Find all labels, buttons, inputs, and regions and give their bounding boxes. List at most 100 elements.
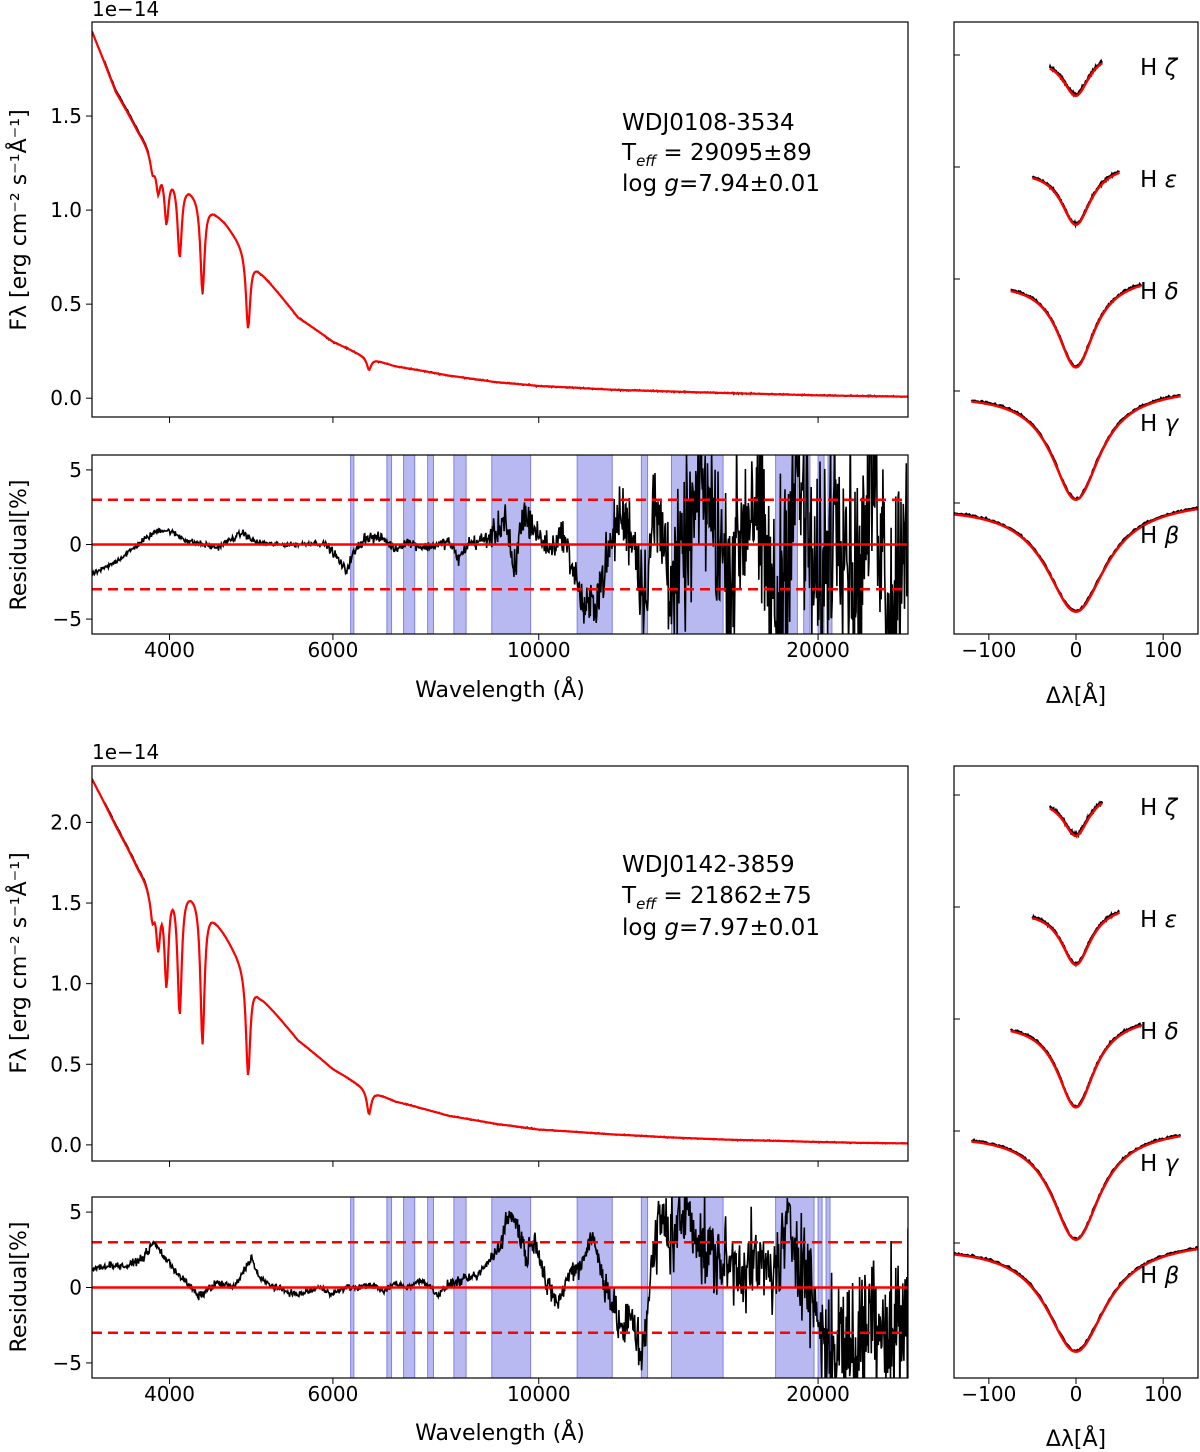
balmer-line-label: H β — [1140, 523, 1179, 549]
residual-ylabel: Residual[%] — [7, 480, 32, 611]
logg-g: g — [664, 915, 679, 941]
balmer-line-h: H — [1140, 55, 1165, 81]
residual-xtick-label: 20000 — [786, 638, 850, 662]
star-name: WDJ0142-3859 — [622, 852, 795, 878]
balmer-line-greek: γ — [1165, 1151, 1180, 1177]
residual-ytick-label: −5 — [53, 1351, 82, 1375]
flux-ylabel: Fλ [erg cm⁻² s⁻¹Å⁻¹] — [5, 852, 32, 1073]
residual-xtick-label: 4000 — [144, 638, 195, 662]
residual-ytick-label: 5 — [69, 1200, 82, 1224]
residual-xtick-label: 4000 — [144, 1382, 195, 1406]
balmer-model-profile — [1049, 802, 1103, 837]
teff-symbol: T — [621, 883, 637, 909]
residual-panel-5: −5 0 5 4000 6000 10000 20000 Wavelength (Å) Resi… — [7, 1196, 909, 1446]
balmer-line-h: H — [1140, 795, 1165, 821]
balmer-model-profile — [971, 1135, 1181, 1242]
balmer-xtick-label: −100 — [961, 638, 1016, 662]
residual-xtick-label: 6000 — [307, 1382, 358, 1406]
residual-panel-2: −5 0 5 4000 6000 10000 20000 Wavelength (Å) Resi… — [7, 454, 909, 703]
balmer-observed-profile — [971, 1133, 1182, 1241]
residual-curve — [92, 1197, 908, 1378]
flux-ytick-label: 1.0 — [50, 972, 82, 996]
teff-symbol: T — [621, 140, 637, 166]
balmer-line-h: H — [1140, 1151, 1165, 1177]
flux-ytick-label: 1.5 — [50, 891, 82, 915]
teff-value: = 21862±75 — [656, 883, 812, 909]
residual-ylabel: Residual[%] — [7, 1222, 32, 1353]
residual-ytick-label: −5 — [53, 607, 82, 631]
logg-prefix: log — [622, 171, 664, 197]
balmer-line-h: H — [1140, 1019, 1165, 1045]
balmer-line-label: H γ — [1140, 411, 1180, 437]
flux-panel-4: 0.0 0.5 1.0 1.5 2.0 1e−14 Fλ [erg cm⁻² s⁻¹Å⁻¹]… — [5, 740, 909, 1167]
residual-ytick-label: 0 — [69, 533, 82, 557]
flux-ylabel: Fλ [erg cm⁻² s⁻¹Å⁻¹] — [5, 109, 32, 330]
balmer-xtick-label: 100 — [1144, 638, 1182, 662]
balmer-model-profile — [1010, 1024, 1142, 1109]
logg-value: =7.97±0.01 — [679, 915, 820, 941]
balmer-line-label: H ε — [1140, 907, 1177, 933]
balmer-model-profile — [971, 395, 1181, 502]
teff-value: = 29095±89 — [656, 140, 812, 166]
logg-value: =7.94±0.01 — [679, 171, 820, 197]
residual-ytick-label: 5 — [69, 458, 82, 482]
balmer-line-label: H ζ — [1140, 55, 1179, 81]
residual-xtick-label: 20000 — [786, 1382, 850, 1406]
logg-label: log g=7.97±0.01 — [622, 915, 820, 941]
balmer-line-greek: ε — [1165, 907, 1177, 933]
balmer-xtick-label: 0 — [1070, 638, 1083, 662]
teff-label: Teff = 29095±89 — [621, 140, 812, 170]
flux-multiplier: 1e−14 — [92, 740, 159, 764]
flux-ytick-label: 0.5 — [50, 1052, 82, 1076]
flux-ytick-label: 2.0 — [50, 810, 82, 834]
residual-xtick-label: 6000 — [307, 638, 358, 662]
teff-subscript: eff — [636, 895, 658, 913]
balmer-line-label: H γ — [1140, 1151, 1180, 1177]
flux-multiplier: 1e−14 — [92, 0, 159, 21]
flux-ytick-label: 1.5 — [50, 104, 82, 128]
wavelength-xlabel: Wavelength (Å) — [415, 676, 585, 703]
balmer-model-profile — [1032, 171, 1120, 227]
balmer-line-greek: ζ — [1164, 55, 1179, 81]
balmer-line-greek: ε — [1165, 167, 1177, 193]
balmer-xtick-label: −100 — [961, 1382, 1016, 1406]
delta-lambda-xlabel: Δλ[Å] — [1046, 1425, 1106, 1452]
balmer-model-profile — [953, 1247, 1199, 1354]
residual-ytick-label: 0 — [69, 1276, 82, 1300]
flux-ytick-label: 1.0 — [50, 198, 82, 222]
flux-panel-1: 0.0 0.5 1.0 1.5 1e−14 Fλ [erg cm⁻² s⁻¹Å⁻¹] WDJ… — [5, 0, 909, 423]
balmer-line-h: H — [1140, 523, 1165, 549]
teff-label: Teff = 21862±75 — [621, 883, 812, 913]
balmer-line-greek: δ — [1165, 279, 1179, 305]
balmer-model-profile — [953, 507, 1199, 614]
residual-xtick-label: 10000 — [507, 638, 571, 662]
flux-axes-frame — [91, 765, 909, 1162]
balmer-line-h: H — [1140, 411, 1165, 437]
residual-curve — [92, 455, 908, 634]
star-name: WDJ0108-3534 — [622, 110, 795, 136]
balmer-line-greek: γ — [1165, 411, 1180, 437]
flux-ytick-label: 0.0 — [50, 1133, 82, 1157]
balmer-xtick-label: 100 — [1144, 1382, 1182, 1406]
model-spectrum — [92, 31, 908, 398]
teff-subscript: eff — [636, 152, 658, 170]
flux-ytick-label: 0.0 — [50, 386, 82, 410]
balmer-line-h: H — [1140, 279, 1165, 305]
balmer-model-profile — [1010, 284, 1142, 369]
residual-xtick-label: 10000 — [507, 1382, 571, 1406]
logg-prefix: log — [622, 915, 664, 941]
balmer-line-greek: β — [1164, 1263, 1180, 1289]
balmer-model-profile — [1032, 911, 1120, 966]
balmer-line-label: H δ — [1140, 1019, 1179, 1045]
flux-ytick-label: 0.5 — [50, 292, 82, 316]
balmer-model-profile — [1049, 62, 1103, 98]
balmer-line-label: H ε — [1140, 167, 1177, 193]
delta-lambda-xlabel: Δλ[Å] — [1046, 682, 1106, 709]
model-spectrum — [92, 778, 908, 1145]
balmer-line-h: H — [1140, 1263, 1165, 1289]
balmer-line-greek: β — [1164, 523, 1180, 549]
flux-axes-frame — [91, 21, 909, 418]
